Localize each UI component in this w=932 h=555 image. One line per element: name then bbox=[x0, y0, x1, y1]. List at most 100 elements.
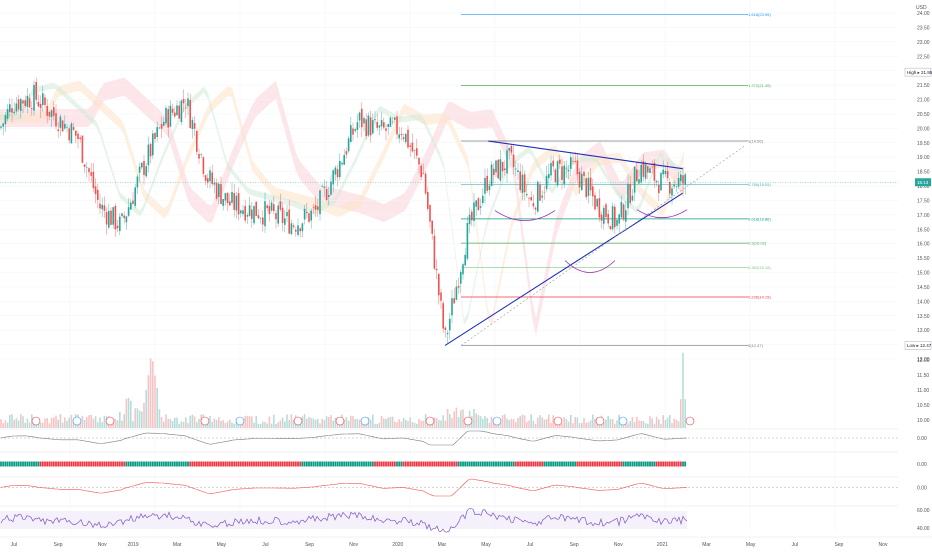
price-tag-box bbox=[904, 67, 932, 77]
indicator-tick-label: 0.00 bbox=[917, 462, 927, 468]
candle bbox=[493, 162, 495, 184]
candle bbox=[578, 168, 581, 194]
candle bbox=[81, 134, 84, 164]
momentum-bar bbox=[393, 461, 396, 467]
candle bbox=[504, 160, 506, 176]
candle bbox=[378, 124, 381, 136]
volume-tick-label: 12.00 bbox=[917, 358, 930, 364]
candle-body bbox=[13, 111, 15, 114]
candle bbox=[178, 100, 180, 119]
candle bbox=[90, 163, 92, 183]
momentum-bar bbox=[391, 461, 394, 467]
momentum-bar bbox=[371, 461, 374, 467]
volume-bar bbox=[270, 423, 273, 428]
candle-body bbox=[347, 138, 350, 152]
momentum-bar bbox=[226, 461, 229, 467]
candle bbox=[515, 160, 517, 177]
candle bbox=[387, 123, 389, 136]
candle-body bbox=[308, 213, 310, 222]
volume-bar bbox=[138, 410, 141, 428]
momentum-bar bbox=[310, 461, 313, 467]
candle bbox=[517, 162, 519, 180]
candle bbox=[79, 135, 81, 143]
volume-bar bbox=[290, 414, 293, 428]
momentum-bar bbox=[528, 461, 530, 467]
volume-bar bbox=[576, 417, 579, 428]
momentum-bar bbox=[321, 461, 324, 467]
candle bbox=[369, 110, 372, 143]
momentum-bar bbox=[24, 461, 27, 467]
candle bbox=[684, 172, 686, 195]
momentum-bar bbox=[8, 461, 11, 467]
volume-bar bbox=[325, 416, 328, 428]
momentum-bar bbox=[554, 461, 557, 467]
volume-bar bbox=[418, 419, 420, 428]
volume-bar bbox=[141, 411, 143, 428]
momentum-bar bbox=[448, 461, 451, 467]
candle-body bbox=[352, 128, 354, 135]
candle bbox=[134, 183, 136, 209]
volume-bar bbox=[233, 423, 235, 428]
candle-body bbox=[114, 205, 117, 230]
candle-body bbox=[609, 226, 612, 230]
candle-body bbox=[240, 210, 242, 214]
candle-body bbox=[321, 185, 323, 187]
candle bbox=[405, 133, 407, 145]
volume-bar bbox=[171, 420, 174, 428]
candle-body bbox=[673, 184, 675, 187]
momentum-bar bbox=[389, 461, 392, 467]
candle-body bbox=[512, 154, 515, 168]
momentum-bar bbox=[411, 461, 414, 467]
volume-bar bbox=[515, 422, 517, 428]
candle bbox=[24, 95, 26, 109]
volume-bar bbox=[519, 416, 521, 428]
candle bbox=[68, 125, 70, 144]
volume-bar bbox=[145, 389, 147, 428]
momentum-bar bbox=[19, 461, 22, 467]
candle-body bbox=[169, 105, 172, 127]
candle bbox=[541, 190, 543, 203]
candle-body bbox=[202, 157, 205, 174]
candle bbox=[209, 166, 211, 189]
price-tick-label: 20.00 bbox=[917, 126, 930, 132]
momentum-bar bbox=[435, 461, 438, 467]
candle-body bbox=[6, 109, 9, 119]
momentum-bar bbox=[327, 461, 330, 467]
volume-bar bbox=[152, 361, 154, 428]
indicator-tick-label: 60.00 bbox=[917, 508, 930, 514]
candle bbox=[189, 93, 191, 129]
moving-average-ribbons bbox=[0, 77, 684, 336]
candle-body bbox=[598, 198, 601, 218]
candle bbox=[671, 185, 673, 205]
candle-body bbox=[440, 292, 442, 301]
volume-bar bbox=[154, 375, 156, 428]
candle bbox=[31, 101, 33, 116]
volume-bar bbox=[453, 411, 455, 428]
momentum-bar bbox=[561, 461, 563, 467]
price-tag-value: 18.13 bbox=[917, 180, 929, 185]
candle-body bbox=[607, 213, 609, 224]
volume-bar bbox=[185, 417, 187, 428]
fib-level-label: 1.618(23.95) bbox=[748, 12, 771, 17]
candle-body bbox=[526, 193, 528, 196]
time-tick-label: Sep bbox=[834, 542, 843, 548]
volume-bar bbox=[83, 420, 86, 428]
momentum-bar bbox=[312, 461, 315, 467]
momentum-bar bbox=[176, 461, 178, 467]
volume-bar bbox=[499, 420, 502, 428]
candle-body bbox=[255, 201, 257, 216]
candle bbox=[207, 173, 209, 188]
candle bbox=[303, 204, 306, 225]
momentum-bar bbox=[211, 461, 214, 467]
candle-body bbox=[264, 201, 266, 227]
momentum-bar bbox=[17, 461, 20, 467]
currency-label: USD bbox=[916, 5, 927, 11]
volume-bar bbox=[416, 423, 418, 428]
momentum-bar bbox=[246, 461, 249, 467]
volume-bar bbox=[226, 421, 229, 428]
candle bbox=[288, 199, 290, 235]
volume-bar bbox=[605, 419, 607, 428]
volume-bar bbox=[92, 418, 95, 428]
candle-body bbox=[187, 98, 189, 106]
candle-body bbox=[26, 95, 29, 107]
